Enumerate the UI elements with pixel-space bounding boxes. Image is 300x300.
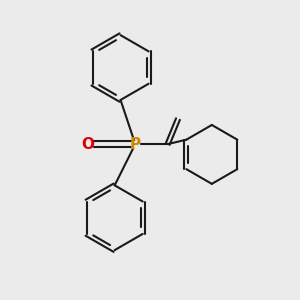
Text: P: P <box>130 136 141 152</box>
Bar <box>132 141 139 147</box>
Bar <box>84 140 92 148</box>
Text: O: O <box>82 136 95 152</box>
